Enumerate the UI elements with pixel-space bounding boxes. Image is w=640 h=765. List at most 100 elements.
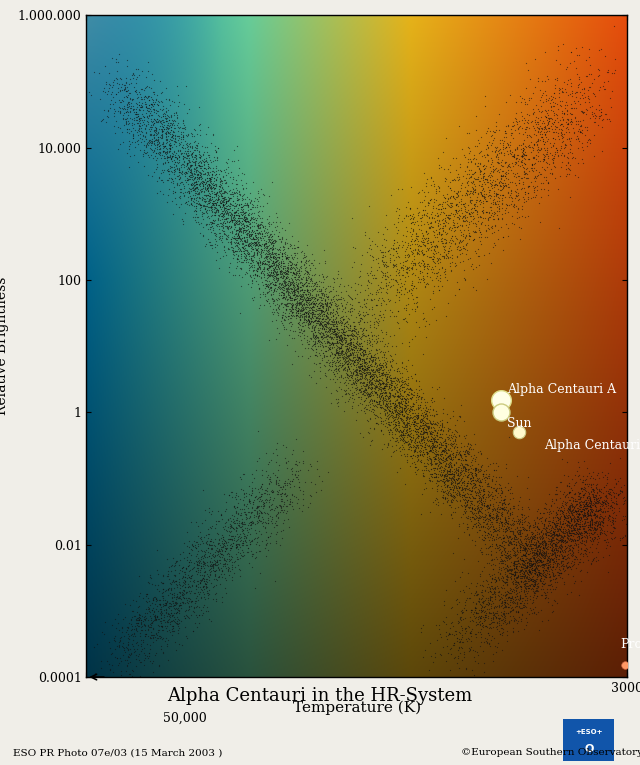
Point [273,506,283,519]
Point [449,459,459,471]
Point [404,403,415,415]
Point [385,256,395,268]
Point [503,160,513,172]
Point [119,119,129,131]
Point [252,206,262,218]
Point [564,168,574,181]
Point [502,148,513,160]
Point [413,426,423,438]
Point [452,168,463,181]
Point [487,580,497,592]
Point [603,467,613,479]
Point [563,523,573,535]
Point [116,631,126,643]
Point [566,513,576,525]
Point [324,301,335,313]
Point [576,542,586,555]
Point [499,544,509,556]
Point [296,296,306,308]
Point [346,381,356,393]
Point [340,396,351,409]
Point [548,526,558,538]
Point [429,432,439,444]
Point [467,503,477,516]
Point [509,538,519,550]
Point [266,238,276,250]
Point [570,533,580,545]
Point [276,278,286,291]
Point [372,360,382,373]
Point [310,278,320,290]
Point [504,552,515,565]
Point [518,601,528,613]
Point [420,190,430,203]
Point [257,488,268,500]
Point [471,601,481,614]
Point [301,272,311,284]
Point [529,157,540,169]
Point [360,389,370,401]
Point [233,253,243,265]
Point [531,556,541,568]
Point [227,177,237,190]
Point [338,302,348,314]
Point [111,56,122,68]
Point [157,100,168,112]
Point [222,233,232,245]
Point [162,610,172,623]
Point [276,286,286,298]
Point [499,497,509,509]
Point [580,513,590,525]
Point [529,520,539,532]
Point [359,293,369,305]
Point [245,538,255,550]
Point [505,563,515,575]
Point [328,340,338,352]
Point [556,525,566,537]
Point [195,552,205,565]
Point [161,126,172,138]
Point [193,540,204,552]
Point [289,289,299,301]
Point [289,262,299,274]
Point [514,495,524,507]
Point [525,131,536,143]
Point [575,536,585,548]
Point [280,266,290,278]
Point [286,301,296,313]
Point [298,284,308,296]
Point [266,228,276,240]
Point [440,236,451,248]
Point [461,480,471,493]
Point [192,169,202,181]
Point [188,544,198,556]
Point [292,252,302,264]
Point [241,256,251,268]
Point [252,501,262,513]
Point [133,135,143,147]
Point [524,536,534,549]
Point [198,601,208,613]
Point [347,302,357,314]
Point [482,480,492,493]
Point [166,582,176,594]
Point [324,285,334,298]
Point [425,506,435,518]
Point [300,303,310,315]
Point [533,580,543,592]
Point [141,147,151,159]
Point [145,128,155,140]
Point [570,505,580,517]
Point [123,101,133,113]
Point [506,122,516,135]
Point [293,473,303,485]
Point [490,607,500,619]
Point [477,468,488,480]
Point [345,320,355,332]
Point [447,200,457,213]
Point [187,168,197,180]
Point [324,317,334,330]
Point [169,138,179,150]
Point [477,205,487,217]
Point [236,256,246,268]
